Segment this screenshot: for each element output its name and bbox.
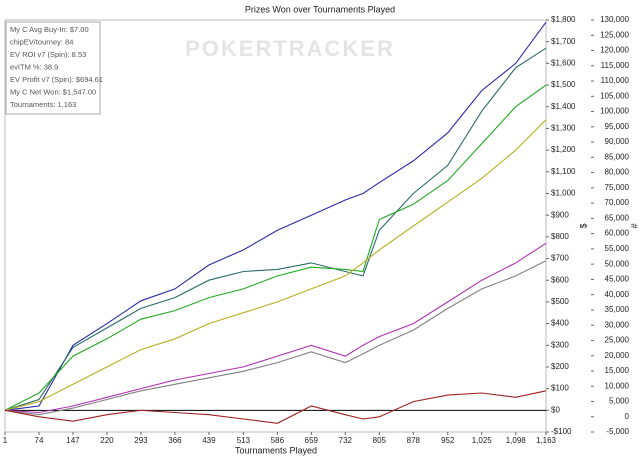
y2-tick-label: 15,000 <box>605 366 630 375</box>
x-tick-label: 805 <box>373 436 387 445</box>
y-tick-label: $0 <box>551 405 560 414</box>
chart-title: Prizes Won over Tournaments Played <box>245 4 395 14</box>
y2-tick-label: 120,000 <box>600 46 629 55</box>
watermark: POKERTRACKER <box>185 36 395 61</box>
y2-tick-label: 40,000 <box>605 290 630 299</box>
info-line: My C Net Won: $1,547.00 <box>10 87 96 96</box>
y2-tick-label: 70,000 <box>605 198 630 207</box>
y-tick-label: $900 <box>551 210 569 219</box>
y-tick-label: $1,500 <box>551 80 576 89</box>
info-line: My C Avg Buy-In: $7.00 <box>10 25 89 34</box>
y-tick-label: $200 <box>551 362 569 371</box>
y2-tick-label: 75,000 <box>605 183 630 192</box>
y-tick-label: $600 <box>551 275 569 284</box>
x-tick-label: 732 <box>339 436 353 445</box>
x-tick-label: 366 <box>168 436 182 445</box>
y-tick-label: $1,000 <box>551 189 576 198</box>
x-tick-label: 1,098 <box>506 436 527 445</box>
y-axis-label: $ <box>578 223 588 228</box>
y2-tick-label: 130,000 <box>600 15 629 24</box>
series-line <box>4 260 547 416</box>
y2-tick-label: 110,000 <box>601 76 630 85</box>
y-tick-label: $1,200 <box>551 145 576 154</box>
y-tick-label: $1,300 <box>551 124 576 133</box>
y2-tick-label: 90,000 <box>605 137 630 146</box>
y-tick-label: $100 <box>551 384 569 393</box>
y-tick-label: $1,100 <box>551 167 576 176</box>
y2-tick-label: 125,000 <box>600 30 629 39</box>
y-tick-label: $700 <box>551 254 569 263</box>
y2-tick-label: 100,000 <box>600 107 629 116</box>
y2-tick-label: 35,000 <box>605 305 630 314</box>
y-tick-label: $1,800 <box>551 15 576 24</box>
y-tick-label: -$100 <box>551 427 572 436</box>
y2-tick-label: 10,000 <box>605 381 630 390</box>
x-tick-label: 659 <box>305 436 319 445</box>
y2-tick-label: 55,000 <box>605 244 630 253</box>
y-tick-label: $1,400 <box>551 102 576 111</box>
y-tick-label: $800 <box>551 232 569 241</box>
x-tick-label: 220 <box>100 436 114 445</box>
y2-tick-label: 65,000 <box>605 213 630 222</box>
y2-tick-label: 85,000 <box>605 152 630 161</box>
series-line <box>4 84 547 411</box>
series-line <box>4 47 547 411</box>
info-line: EV ROI v7 (Spin): 8.53 <box>10 50 86 59</box>
y-tick-label: $400 <box>551 319 569 328</box>
x-tick-label: 1 <box>3 436 8 445</box>
y2-tick-label: 60,000 <box>605 229 630 238</box>
y2-tick-label: 50,000 <box>605 259 630 268</box>
info-line: evITM %: 38.9 <box>10 62 58 71</box>
x-axis-label: Tournaments Played <box>235 445 317 455</box>
x-tick-label: 878 <box>407 436 421 445</box>
series-line <box>4 390 547 424</box>
y2-tick-label: 30,000 <box>605 320 630 329</box>
y2-tick-label: 20,000 <box>605 351 630 360</box>
y-tick-label: $500 <box>551 297 569 306</box>
y2-tick-label: 95,000 <box>605 122 630 131</box>
y2-axis-label: # <box>629 223 639 228</box>
series-line <box>4 119 547 411</box>
y2-tick-label: 45,000 <box>605 275 630 284</box>
x-tick-label: 1,163 <box>536 436 557 445</box>
info-box <box>5 21 101 115</box>
y2-tick-label: 25,000 <box>605 336 630 345</box>
x-tick-label: 513 <box>237 436 251 445</box>
y2-tick-label: 80,000 <box>605 168 630 177</box>
y-tick-label: $300 <box>551 340 569 349</box>
y2-tick-label: 5,000 <box>609 397 630 406</box>
x-tick-label: 586 <box>271 436 285 445</box>
plot-frame <box>4 19 547 433</box>
x-tick-label: 293 <box>134 436 148 445</box>
y-tick-label: $1,600 <box>551 58 576 67</box>
x-tick-label: 439 <box>202 436 216 445</box>
x-tick-label: 74 <box>35 436 44 445</box>
x-tick-label: 952 <box>441 436 455 445</box>
y2-tick-label: 105,000 <box>600 91 629 100</box>
y2-tick-label: -5,000 <box>606 427 629 436</box>
info-line: EV Profit v7 (Spin): $694.61 <box>10 75 103 84</box>
x-tick-label: 147 <box>66 436 80 445</box>
series-line <box>4 242 547 414</box>
y2-tick-label: 115,000 <box>601 61 630 70</box>
y2-tick-label: 0 <box>625 412 630 421</box>
info-line: Tournaments: 1,163 <box>10 100 76 109</box>
info-line: chipEV/tourney: 84 <box>10 37 73 46</box>
y-tick-label: $1,700 <box>551 37 576 46</box>
series-line <box>4 21 547 411</box>
x-tick-label: 1,025 <box>472 436 493 445</box>
